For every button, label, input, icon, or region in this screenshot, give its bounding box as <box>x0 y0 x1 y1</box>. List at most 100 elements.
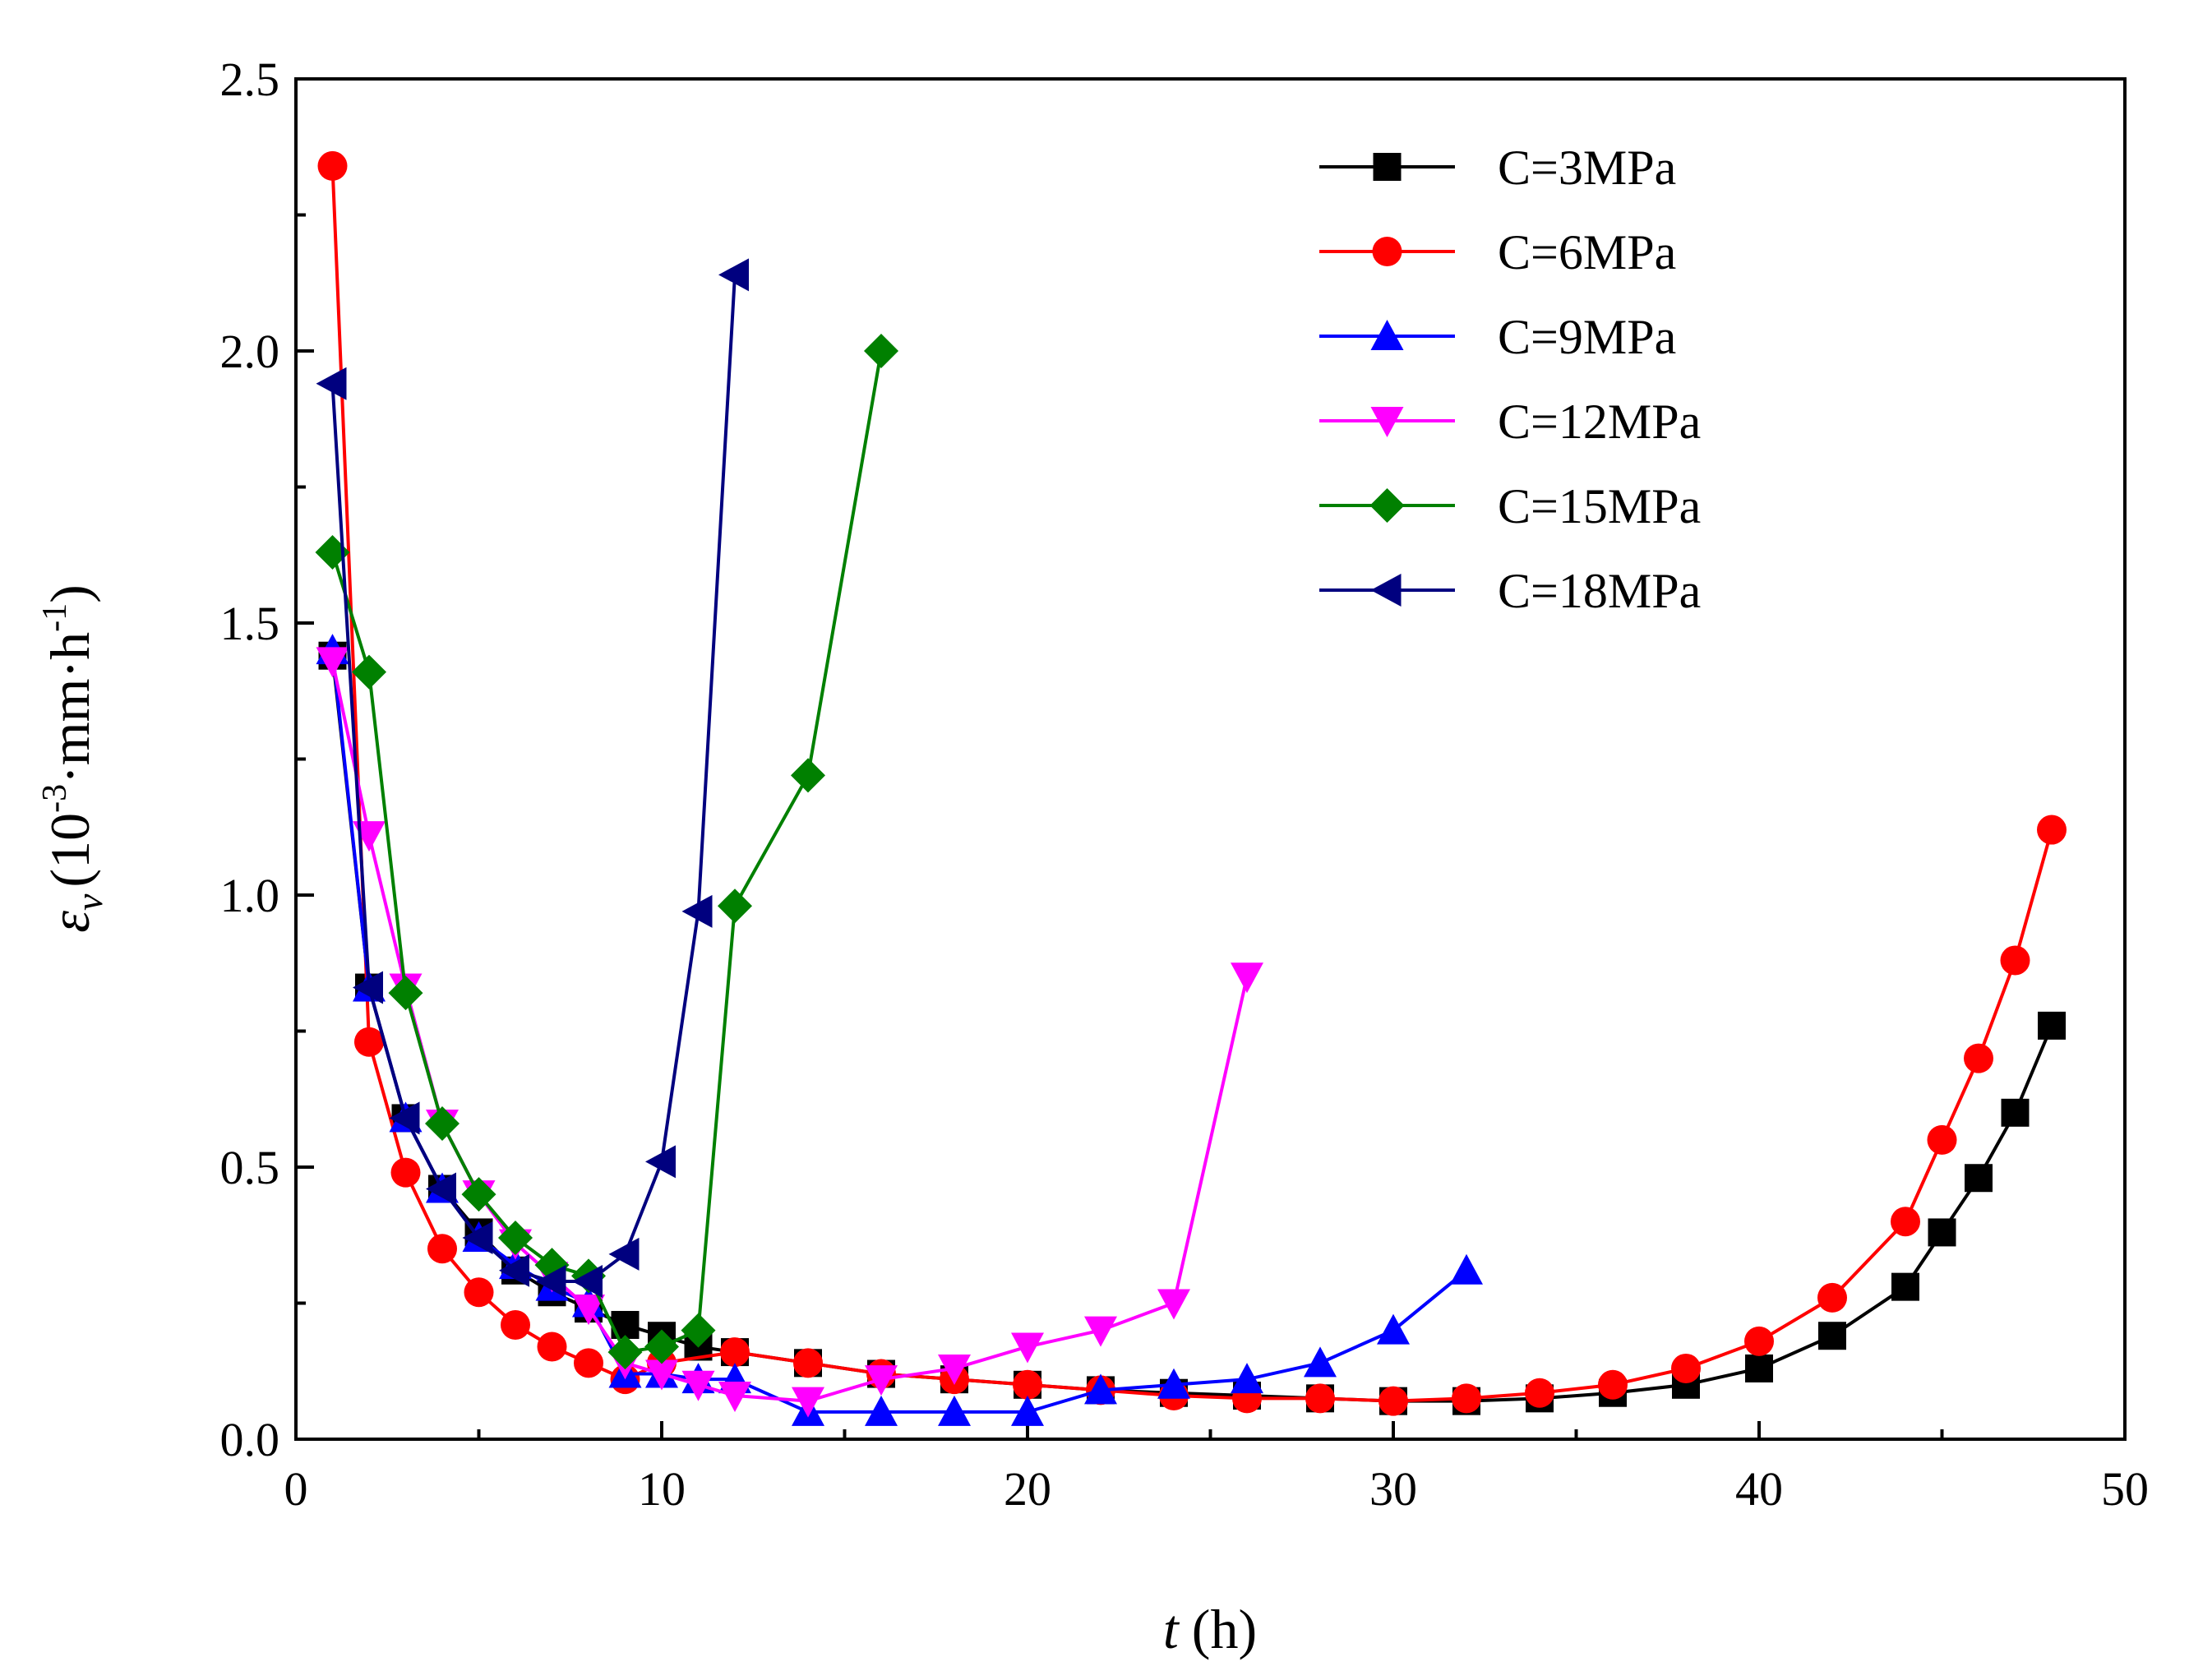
data-point <box>572 1295 605 1326</box>
data-point <box>864 334 898 368</box>
legend: C=3MPa C=6MPa C=9MPa C=12MPa C=15MPa C=18MPa <box>1319 141 1701 618</box>
data-point <box>498 1221 533 1256</box>
data-point <box>865 1365 898 1396</box>
data-point <box>426 1172 456 1206</box>
y-tick-label: 2.0 <box>220 325 280 378</box>
data-point <box>681 1370 715 1401</box>
y-tick-label: 0.0 <box>220 1413 280 1466</box>
series-layer <box>315 150 2067 1426</box>
data-point <box>1157 1289 1190 1320</box>
series-2 <box>316 634 1483 1426</box>
data-point <box>1084 1373 1117 1405</box>
y-axis-unit-base: (10 <box>39 813 101 888</box>
y-axis-var: ε <box>39 911 101 933</box>
legend-marker <box>1373 153 1402 181</box>
y-axis-unit-mid: ·mm·h <box>39 632 101 784</box>
data-point <box>1450 1253 1483 1285</box>
data-point <box>389 1101 420 1135</box>
data-point <box>1817 1282 1847 1313</box>
legend-label: C=12MPa <box>1498 395 1701 449</box>
data-point <box>718 258 749 292</box>
x-tick-label: 20 <box>1004 1462 1051 1516</box>
legend-marker <box>1370 574 1402 607</box>
x-axis-var: t <box>1163 1598 1180 1660</box>
data-point <box>792 1387 824 1418</box>
data-point <box>535 1265 566 1299</box>
data-point <box>352 654 386 690</box>
data-point <box>572 1265 603 1299</box>
data-point <box>1598 1369 1628 1400</box>
data-point <box>537 1332 567 1362</box>
axis-ticks: 0 10 20 30 40 50 0.0 0.5 1.0 1.5 2.0 2.5 <box>220 53 2150 1516</box>
data-point <box>1525 1378 1554 1408</box>
data-point <box>1305 1383 1335 1414</box>
legend-marker <box>1370 320 1404 350</box>
data-point <box>1013 1369 1042 1400</box>
data-point <box>718 888 752 924</box>
data-point <box>645 1359 678 1391</box>
data-point <box>1231 1363 1263 1394</box>
data-point <box>1377 1313 1410 1345</box>
data-point <box>353 821 386 852</box>
data-point <box>1891 1207 1920 1237</box>
data-point <box>462 1221 493 1255</box>
series-5 <box>316 258 749 1299</box>
y-tick-label: 2.5 <box>220 53 280 106</box>
x-axis-unit: (h) <box>1192 1598 1257 1660</box>
data-point <box>354 1027 384 1057</box>
legend-label: C=18MPa <box>1498 564 1701 618</box>
y-tick-label: 1.0 <box>220 869 280 922</box>
x-tick-label: 40 <box>1735 1462 1783 1516</box>
data-point <box>1304 1346 1337 1378</box>
data-point <box>574 1348 603 1378</box>
data-point <box>316 367 347 400</box>
data-point <box>1744 1326 1774 1356</box>
data-point <box>865 1395 898 1426</box>
data-point <box>718 1382 751 1413</box>
x-axis-title: t (h) <box>1163 1598 1257 1660</box>
data-point <box>2000 945 2030 976</box>
legend-label: C=9MPa <box>1498 310 1676 364</box>
y-axis-unit-exp2: -1 <box>36 603 74 632</box>
data-point <box>2001 1098 2030 1127</box>
data-point <box>681 894 713 928</box>
y-axis-unit-close: ) <box>39 584 101 603</box>
series-4 <box>315 334 898 1370</box>
data-point <box>2037 815 2067 845</box>
data-point <box>1891 1272 1919 1301</box>
data-point <box>390 1157 421 1188</box>
data-point <box>425 1106 460 1142</box>
data-point <box>1379 1386 1408 1416</box>
data-point <box>938 1354 971 1385</box>
data-point <box>938 1395 971 1426</box>
legend-label: C=6MPa <box>1498 225 1676 279</box>
plot-frame <box>294 77 2127 1441</box>
data-point <box>1671 1353 1701 1383</box>
data-point <box>644 1329 679 1364</box>
data-point <box>461 1177 496 1212</box>
x-tick-label: 30 <box>1369 1462 1417 1516</box>
data-point <box>388 976 423 1011</box>
data-point <box>1745 1354 1773 1382</box>
x-tick-label: 0 <box>284 1462 308 1516</box>
legend-label: C=15MPa <box>1498 479 1701 533</box>
data-point <box>1084 1316 1117 1347</box>
y-tick-label: 1.5 <box>220 597 280 650</box>
data-point <box>499 1253 529 1287</box>
series-line <box>330 649 1468 1414</box>
data-point <box>793 1348 823 1378</box>
data-point <box>791 758 825 793</box>
data-point <box>1011 1332 1044 1364</box>
data-point <box>681 1313 716 1348</box>
series-line <box>330 275 737 1284</box>
y-axis-title: εv (10-3·mm·h-1) <box>36 584 110 933</box>
data-point <box>720 1337 750 1368</box>
data-point <box>1964 1043 1993 1073</box>
data-point <box>2038 1011 2066 1040</box>
series-3 <box>316 647 1263 1418</box>
legend-marker <box>1370 407 1404 437</box>
data-point <box>316 647 349 678</box>
data-point <box>607 1335 643 1370</box>
data-point <box>1928 1218 1956 1247</box>
data-point <box>1818 1322 1846 1350</box>
